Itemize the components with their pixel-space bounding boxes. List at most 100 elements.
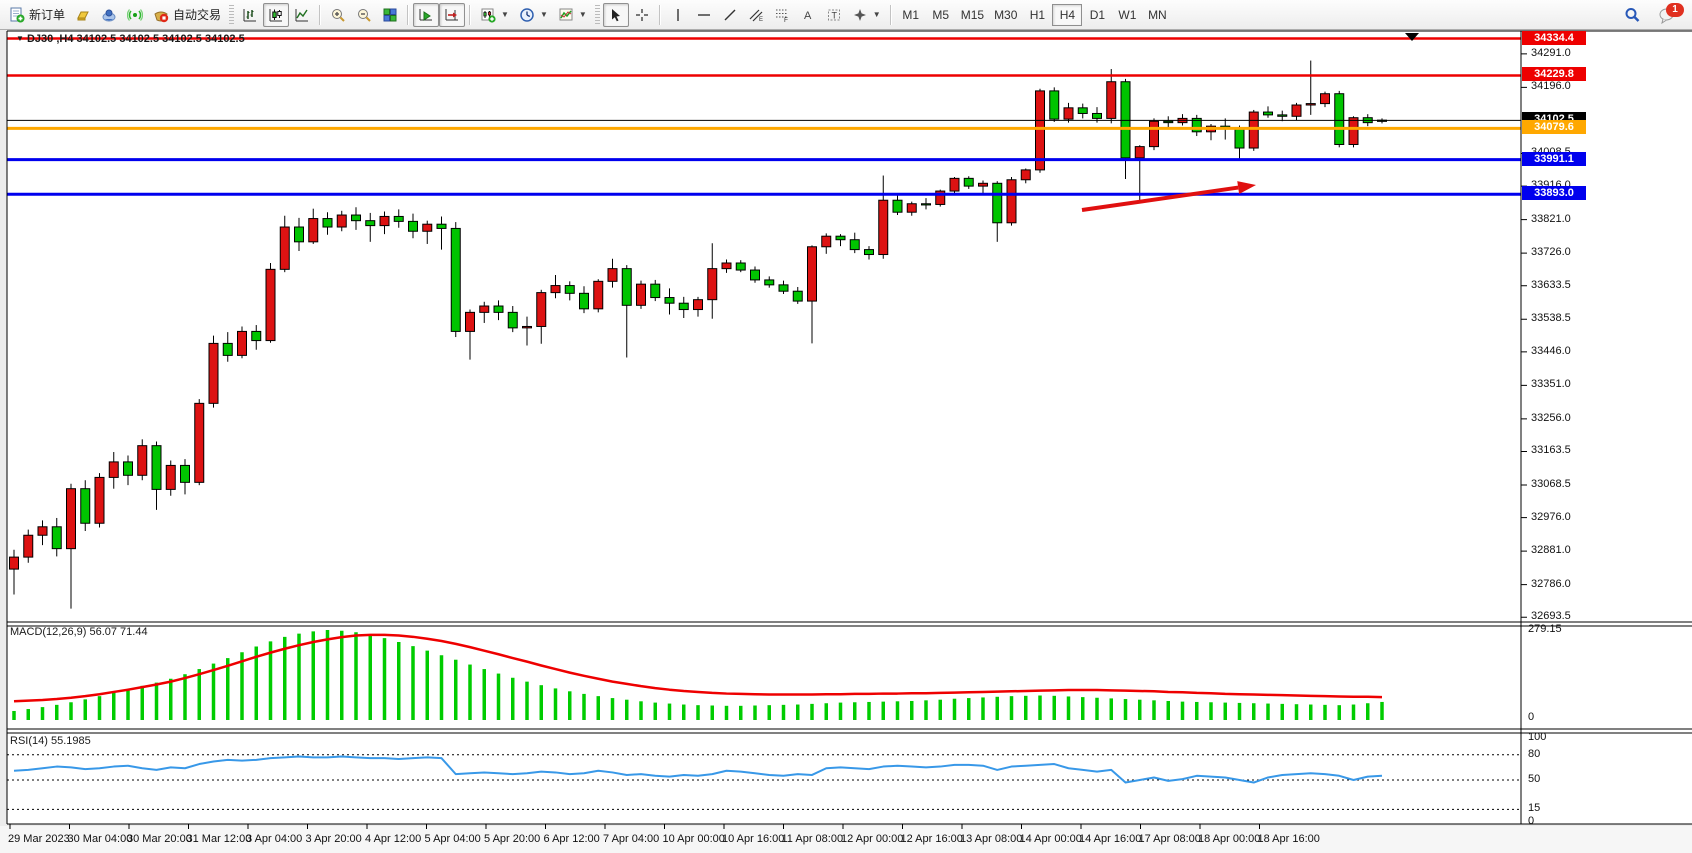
horizontal-line-tool[interactable] bbox=[691, 3, 717, 27]
time-axis-label: 29 Mar 2023 bbox=[8, 833, 70, 845]
periods-button[interactable]: ▼ bbox=[514, 3, 553, 27]
chart-shift-button[interactable] bbox=[439, 2, 466, 27]
quotes-button[interactable] bbox=[70, 3, 96, 27]
candlestick-mode-button[interactable] bbox=[263, 2, 290, 27]
text-icon: A bbox=[804, 10, 812, 22]
rsi-axis-tick: 100 bbox=[1528, 731, 1547, 743]
price-axis-tick: 33446.0 bbox=[1531, 344, 1571, 357]
new-chart-icon bbox=[481, 8, 496, 23]
price-axis-tick: 33068.5 bbox=[1531, 477, 1571, 490]
toolbar-separator bbox=[889, 4, 892, 25]
text-tool[interactable]: A bbox=[795, 3, 821, 27]
arrows-icon bbox=[853, 8, 866, 21]
cursor-tool-button[interactable] bbox=[602, 2, 629, 27]
price-axis-tick: 33633.5 bbox=[1531, 278, 1571, 291]
timeframe-MN[interactable]: MN bbox=[1142, 4, 1172, 26]
text-label-icon: T bbox=[827, 9, 840, 20]
search-button[interactable] bbox=[1618, 3, 1646, 27]
zoom-in-button[interactable] bbox=[325, 3, 351, 27]
price-level-label: 34229.8 bbox=[1522, 67, 1586, 82]
clock-icon bbox=[520, 7, 534, 22]
time-axis-label: 10 Apr 16:00 bbox=[722, 833, 785, 845]
line-chart-mode-button[interactable] bbox=[289, 3, 315, 27]
crosshair-tool-button[interactable] bbox=[629, 3, 655, 27]
line-chart-icon bbox=[295, 8, 309, 21]
toolbar-right-group: 1 bbox=[1618, 2, 1688, 27]
toolbar-separator bbox=[658, 4, 661, 25]
cloud-user-icon bbox=[102, 9, 116, 21]
arrows-tool[interactable]: ▼ bbox=[847, 3, 886, 27]
channel-icon: E bbox=[749, 9, 763, 23]
vertical-line-tool[interactable] bbox=[665, 3, 691, 27]
time-axis-label: 17 Apr 08:00 bbox=[1138, 833, 1201, 845]
trendline-tool[interactable] bbox=[717, 3, 743, 27]
time-axis-label: 3 Apr 04:00 bbox=[246, 833, 303, 845]
notification-badge: 1 bbox=[1666, 2, 1684, 17]
timeframe-group: M1 M5 M15 M30 H1 H4 D1 W1 MN bbox=[896, 0, 1173, 29]
indicators-button[interactable]: ▼ bbox=[553, 3, 592, 27]
chart-title-text: DJ30 ,H4 34102.5 34102.5 34102.5 34102.5 bbox=[26, 33, 245, 45]
timeframe-M1[interactable]: M1 bbox=[896, 4, 926, 26]
rsi-axis-tick: 80 bbox=[1528, 747, 1541, 760]
dropdown-arrow-icon: ▼ bbox=[501, 10, 509, 19]
new-order-button[interactable]: 新订单 bbox=[4, 3, 70, 27]
zoom-out-icon bbox=[358, 8, 371, 22]
timeframe-M30[interactable]: M30 bbox=[989, 4, 1022, 26]
notifications-button[interactable]: 1 bbox=[1654, 2, 1684, 27]
time-axis-label: 7 Apr 04:00 bbox=[603, 833, 660, 845]
rsi-axis-tick: 50 bbox=[1528, 773, 1541, 785]
equidistant-channel-tool[interactable]: E bbox=[743, 3, 769, 27]
timeframe-M5[interactable]: M5 bbox=[926, 4, 956, 26]
time-axis-label: 12 Apr 00:00 bbox=[841, 833, 904, 845]
timeframe-W1[interactable]: W1 bbox=[1112, 4, 1142, 26]
community-button[interactable] bbox=[96, 3, 122, 27]
fibonacci-tool[interactable]: F bbox=[769, 3, 795, 27]
zoom-out-button[interactable] bbox=[351, 3, 377, 27]
autotrading-button[interactable]: 自动交易 bbox=[148, 3, 226, 27]
tile-windows-button[interactable] bbox=[377, 3, 403, 27]
signals-button[interactable] bbox=[122, 3, 148, 27]
text-label-tool[interactable]: T bbox=[821, 3, 847, 27]
bar-chart-mode-button[interactable] bbox=[237, 3, 263, 27]
price-axis-tick: 33821.0 bbox=[1531, 212, 1571, 225]
main-toolbar: 新订单 自动交易 bbox=[0, 0, 1692, 30]
toolbar-separator bbox=[407, 4, 410, 25]
time-axis-label: 5 Apr 04:00 bbox=[424, 833, 481, 845]
new-order-icon bbox=[10, 7, 25, 22]
time-axis-label: 13 Apr 08:00 bbox=[960, 833, 1023, 845]
search-icon bbox=[1625, 7, 1640, 22]
new-chart-button[interactable]: ▼ bbox=[475, 3, 514, 27]
signal-icon bbox=[127, 8, 144, 21]
scroll-group bbox=[413, 0, 466, 29]
timeframe-D1[interactable]: D1 bbox=[1082, 4, 1112, 26]
timeframe-H1[interactable]: H1 bbox=[1022, 4, 1052, 26]
price-axis-tick: 33256.0 bbox=[1531, 411, 1571, 424]
timeframe-M15[interactable]: M15 bbox=[956, 4, 989, 26]
auto-scroll-icon bbox=[419, 8, 433, 21]
toolbar-separator bbox=[319, 4, 322, 25]
auto-scroll-button[interactable] bbox=[413, 2, 440, 27]
crosshair-icon bbox=[635, 8, 648, 21]
symbol-marker-icon: ▼ bbox=[16, 34, 24, 43]
time-axis-label: 12 Apr 16:00 bbox=[900, 833, 963, 845]
objects-group: E F A T ▼ bbox=[665, 0, 886, 29]
new-order-label: 新订单 bbox=[29, 8, 66, 22]
price-level-label: 34079.6 bbox=[1522, 120, 1586, 135]
price-axis-tick: 32976.0 bbox=[1531, 510, 1571, 523]
time-axis-label: 18 Apr 16:00 bbox=[1257, 833, 1320, 845]
price-axis-tick: 32881.0 bbox=[1531, 544, 1571, 557]
zoom-group bbox=[325, 0, 403, 29]
toolbar-grip bbox=[594, 4, 600, 25]
gold-bar-icon bbox=[77, 11, 89, 20]
dropdown-arrow-icon: ▼ bbox=[539, 10, 548, 19]
time-axis-label: 10 Apr 00:00 bbox=[662, 833, 725, 845]
timeframe-H4[interactable]: H4 bbox=[1052, 3, 1083, 26]
trade-group: 新订单 自动交易 bbox=[4, 0, 226, 29]
price-axis-tick: 34196.0 bbox=[1531, 80, 1571, 93]
dropdown-arrow-icon: ▼ bbox=[578, 10, 587, 19]
time-axis-label: 30 Mar 04:00 bbox=[67, 833, 133, 845]
svg-text:T: T bbox=[831, 10, 837, 20]
time-axis-label: 11 Apr 08:00 bbox=[781, 833, 844, 845]
chart-shift-icon bbox=[445, 8, 459, 20]
